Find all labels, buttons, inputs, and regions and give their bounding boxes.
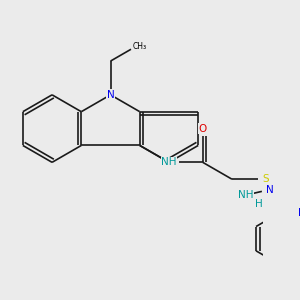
Text: CH₃: CH₃ — [132, 41, 146, 50]
Text: S: S — [262, 174, 269, 184]
Text: N: N — [266, 184, 273, 195]
Text: NH: NH — [161, 157, 177, 167]
Text: N: N — [107, 90, 114, 100]
Text: O: O — [199, 124, 207, 134]
Text: N: N — [298, 208, 300, 218]
Text: H: H — [255, 199, 263, 209]
Text: NH: NH — [238, 190, 253, 200]
